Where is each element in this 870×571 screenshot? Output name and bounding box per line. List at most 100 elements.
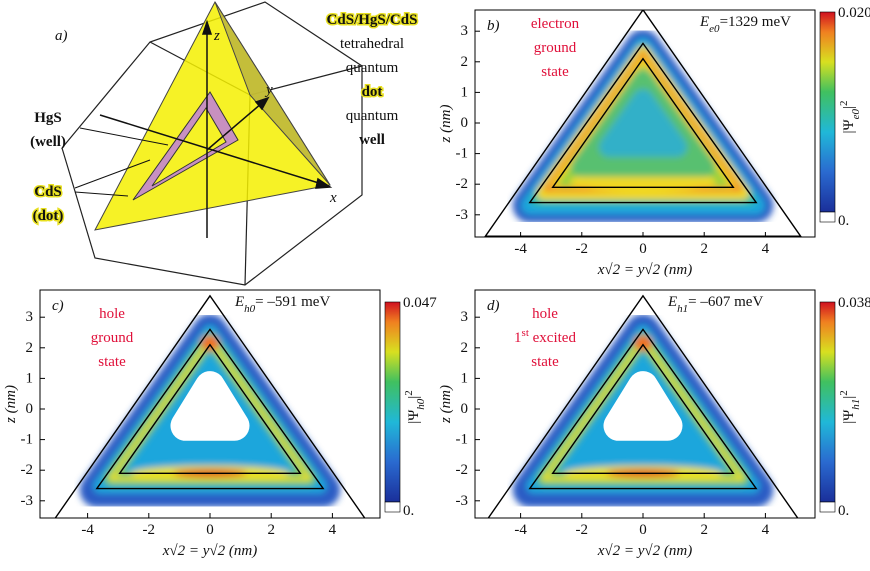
x-tick-label: 4: [762, 522, 770, 538]
energy: Eh1= –607 meV: [667, 294, 763, 315]
well-label: HgS: [34, 110, 62, 126]
x-tick-label: -2: [143, 522, 156, 538]
labels: HgS (well) CdS (dot): [30, 110, 66, 224]
colorbar-sup: 2: [403, 390, 415, 396]
colorbar-label: |Ψh1|2: [838, 390, 862, 424]
title-line: well: [359, 132, 385, 148]
x-tick-label: 0: [206, 522, 214, 538]
plot-area: [485, 10, 800, 236]
title-line: quantum: [346, 60, 399, 76]
state-text: st: [522, 327, 529, 339]
x-tick-label: -4: [514, 522, 527, 538]
colorbar-psi: |Ψ: [841, 118, 857, 133]
x-axis-label: x√2 = y√2 (nm): [162, 543, 257, 559]
x-tick-label: 4: [329, 522, 337, 538]
y-tick-label: 2: [461, 340, 469, 356]
y-tick-label: -3: [456, 493, 469, 509]
colorbar: [820, 302, 835, 502]
y-tick-label: -2: [456, 176, 469, 192]
y-axis-label: z (nm): [438, 105, 454, 144]
y-tick-label: 3: [461, 309, 469, 325]
axis-z: z: [213, 28, 220, 44]
title-line: dot: [362, 84, 383, 100]
colorbar-zero: [820, 212, 835, 222]
x-tick-label: 0: [639, 522, 647, 538]
title-line: CdS/HgS/CdS: [327, 12, 418, 28]
y-tick-label: -3: [456, 207, 469, 223]
panel-label: b): [487, 18, 500, 34]
state-label: hole: [99, 306, 125, 322]
energy-symbol: E: [234, 294, 244, 310]
y-tick-label: -1: [456, 146, 469, 162]
energy-sub: h1: [677, 303, 688, 315]
y-tick-label: 0: [26, 401, 34, 417]
y-tick-label: 0: [461, 115, 469, 131]
x-tick-label: -2: [576, 522, 589, 538]
colorbar-sup: 2: [838, 101, 850, 107]
y-tick-label: -1: [456, 432, 469, 448]
state-label: state: [531, 354, 559, 370]
title-line: tetrahedral: [340, 36, 404, 52]
energy-value: = –607 meV: [688, 294, 763, 310]
colorbar-max: 0.020: [838, 5, 870, 21]
y-tick-label: -2: [21, 462, 34, 478]
state-label: state: [98, 354, 126, 370]
y-tick-label: 1: [461, 370, 469, 386]
colorbar-psi: |Ψ: [841, 409, 857, 424]
x-tick-label: 2: [700, 241, 708, 257]
colorbar-max: 0.047: [403, 295, 437, 311]
core-hole: [186, 386, 235, 426]
x-tick-label: -4: [514, 241, 527, 257]
colorbar-sub: e0: [850, 109, 862, 120]
state-label: ground: [91, 330, 134, 346]
state-text: state: [98, 354, 126, 370]
colorbar-zero: [820, 502, 835, 512]
colorbar-min: 0.: [838, 503, 849, 519]
y-tick-label: 3: [26, 309, 34, 325]
colorbar-min: 0.: [838, 213, 849, 229]
x-axis-label: x√2 = y√2 (nm): [597, 543, 692, 559]
colorbar-label: |Ψe0|2: [838, 101, 862, 134]
title-line: quantum: [346, 108, 399, 124]
colorbar-label: |Ψh0|2: [403, 390, 427, 424]
y-axis-label: z (nm): [438, 385, 454, 424]
state-text: hole: [532, 306, 558, 322]
y-tick-label: 0: [461, 401, 469, 417]
energy-value: =1329 meV: [720, 14, 792, 30]
x-tick-label: -4: [81, 522, 94, 538]
colorbar: [820, 12, 835, 212]
colorbar-sub: h0: [415, 398, 427, 410]
state-text: state: [531, 354, 559, 370]
energy-value: = –591 meV: [255, 294, 330, 310]
state-text: excited: [529, 330, 577, 346]
y-tick-label: 2: [26, 340, 34, 356]
energy-symbol: E: [667, 294, 677, 310]
state-label: electron: [531, 16, 580, 32]
x-tick-label: 2: [700, 522, 708, 538]
y-tick-label: 2: [461, 54, 469, 70]
energy-sub: h0: [244, 303, 256, 315]
panel-label: d): [487, 298, 500, 314]
x-tick-label: -2: [576, 241, 589, 257]
colorbar: [385, 302, 400, 502]
energy-symbol: E: [699, 14, 709, 30]
y-axis-label: z (nm): [3, 385, 19, 424]
axis-x: x: [329, 190, 337, 206]
state-text: state: [541, 64, 569, 80]
state-text: ground: [91, 330, 134, 346]
state-label: hole: [532, 306, 558, 322]
state-text: electron: [531, 16, 580, 32]
y-tick-label: -1: [21, 432, 34, 448]
state-text: hole: [99, 306, 125, 322]
state-label: 1st excited: [514, 327, 576, 346]
state-text: ground: [534, 40, 577, 56]
colorbar-sub: h1: [850, 399, 862, 410]
panel-label: a): [55, 28, 68, 44]
figure: a) z y x CdS/HgS/CdS tetrahedral quantum…: [0, 0, 870, 571]
well-label: (well): [30, 134, 66, 150]
axis-y: y: [264, 82, 273, 98]
x-tick-label: 0: [639, 241, 647, 257]
colorbar-min: 0.: [403, 503, 414, 519]
